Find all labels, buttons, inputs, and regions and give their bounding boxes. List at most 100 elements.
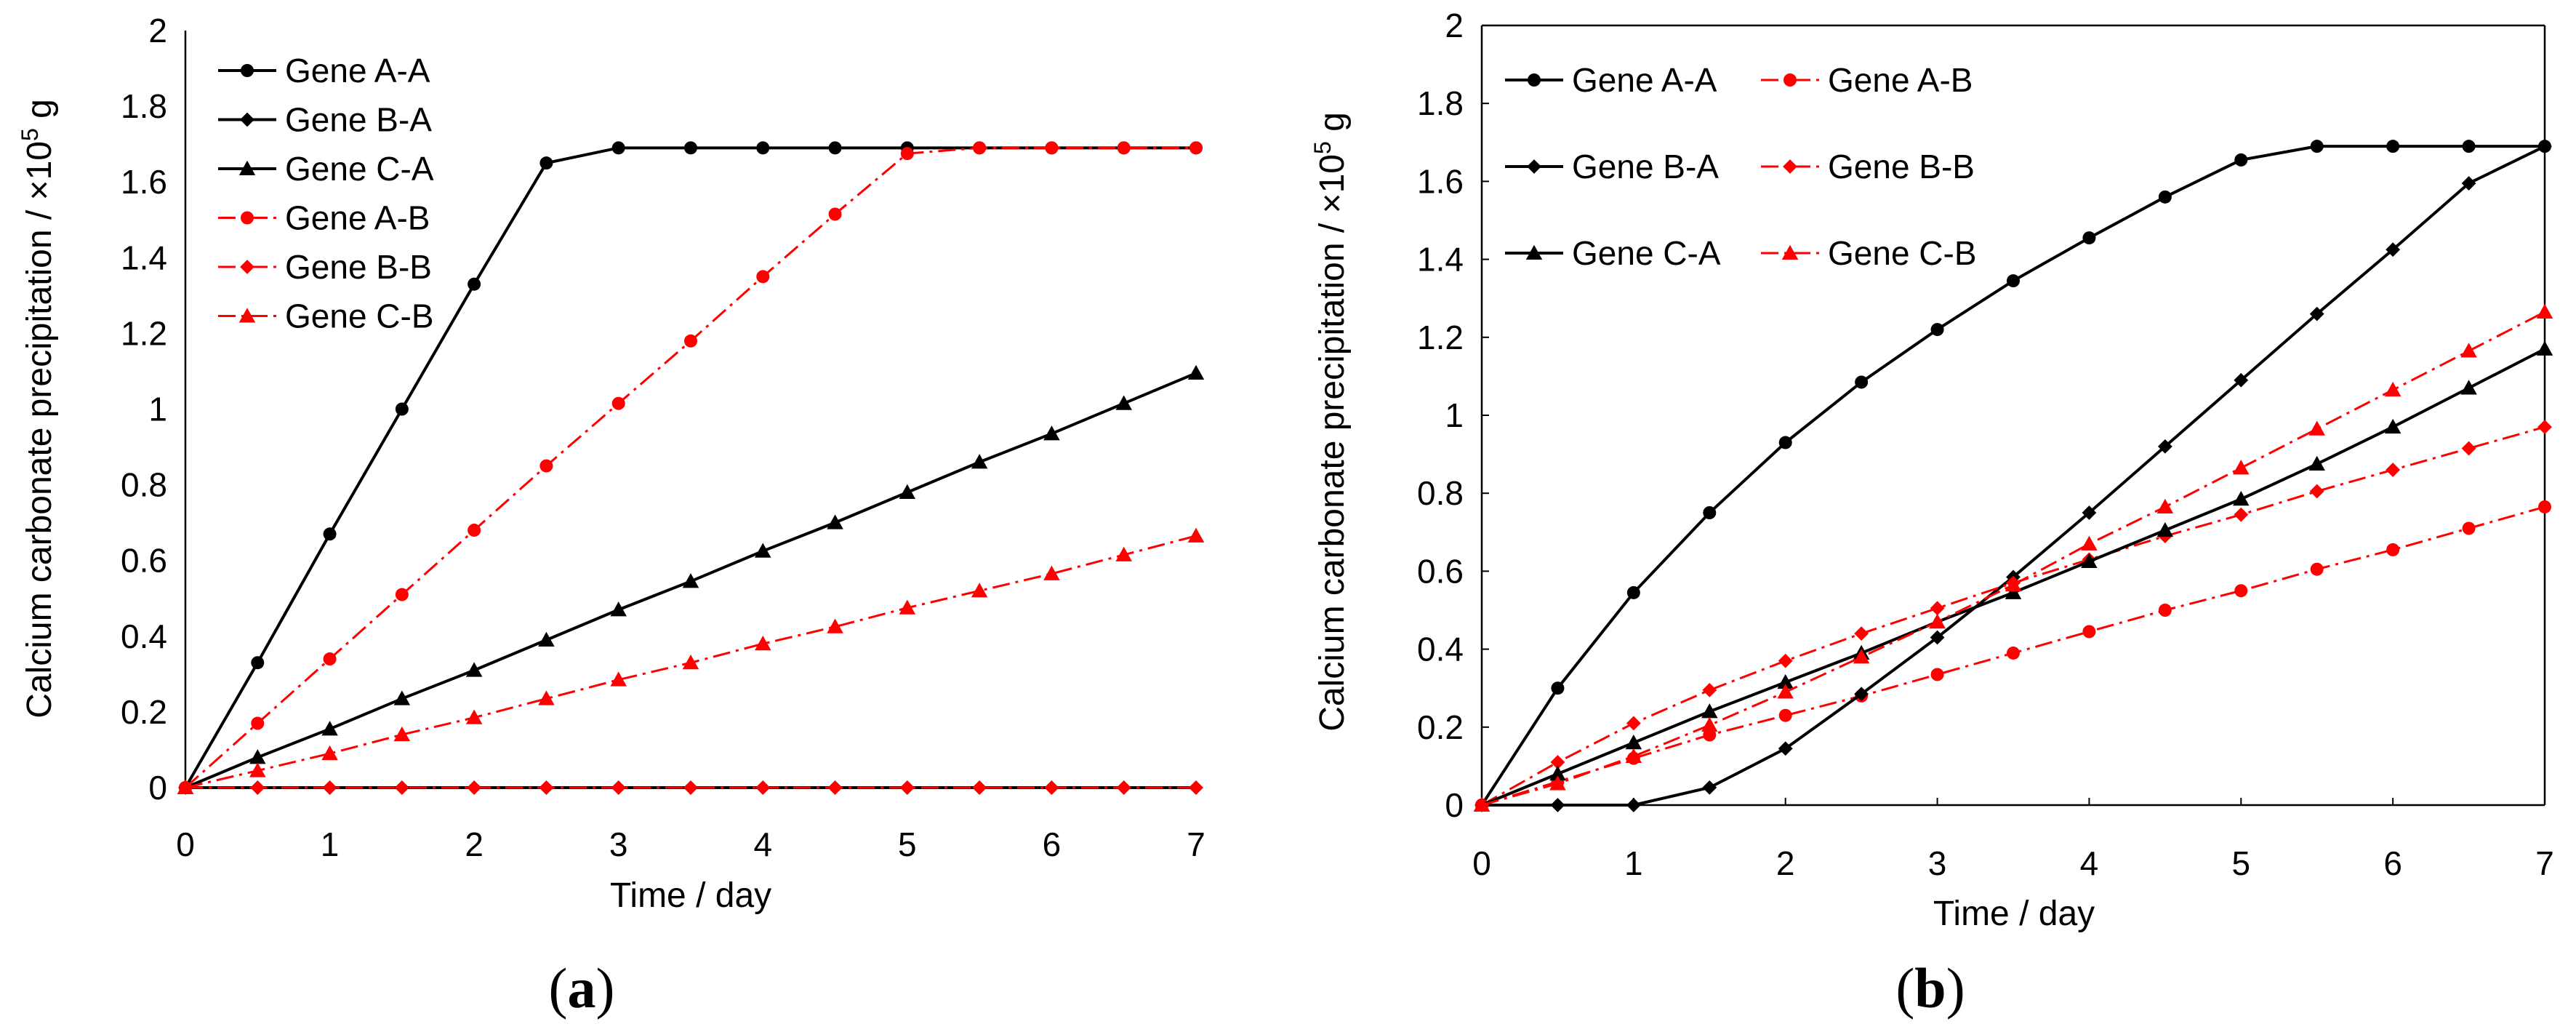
y-tick-label: 1.8 <box>1417 84 1464 122</box>
y-tick-label: 0.4 <box>1417 631 1464 668</box>
data-point <box>1930 601 1945 616</box>
data-point <box>1853 649 1870 664</box>
data-point <box>1854 687 1869 702</box>
y-tick-label: 0.8 <box>121 466 167 504</box>
data-point <box>755 543 771 558</box>
data-point <box>465 662 483 677</box>
data-point <box>393 690 411 705</box>
data-point <box>1930 630 1945 645</box>
legend-item: Gene B-B <box>218 248 432 286</box>
data-point <box>827 514 843 529</box>
data-point <box>2310 140 2324 153</box>
data-point <box>2460 343 2477 358</box>
data-point <box>1626 798 1641 812</box>
data-point <box>2007 646 2020 660</box>
data-point <box>2081 535 2098 551</box>
y-tick-label: 2 <box>148 12 167 49</box>
data-point <box>1189 141 1203 155</box>
data-point <box>611 396 625 410</box>
y-axis-title: Calcium carbonate precipitation / ×105 g <box>1309 112 1352 732</box>
x-ticks: 0 1 2 3 4 5 6 7 <box>176 825 1205 863</box>
data-point <box>2536 340 2553 356</box>
legend-label: Gene B-A <box>285 101 432 139</box>
data-point <box>1703 506 1717 519</box>
legend-label: Gene C-B <box>285 297 434 335</box>
data-point <box>323 652 337 666</box>
legend-item: Gene C-B <box>1761 234 1977 272</box>
data-point <box>538 631 555 647</box>
y-tick-label: 0.6 <box>1417 552 1464 590</box>
data-point <box>610 671 627 687</box>
legend-swatch-marker <box>241 64 254 77</box>
data-point <box>2234 507 2249 522</box>
y-axis-title-unit: g <box>20 99 59 128</box>
data-point <box>755 780 771 795</box>
data-point <box>2005 576 2022 592</box>
data-point <box>2462 521 2476 535</box>
panel-label-letter: a <box>568 956 596 1020</box>
data-point <box>2234 584 2248 598</box>
legend-swatch-marker <box>1527 159 1541 174</box>
data-point <box>251 716 265 730</box>
y-tick-label: 1.8 <box>121 87 167 125</box>
data-point <box>1116 780 1131 795</box>
legend-item: Gene A-B <box>218 199 430 237</box>
panel-label-b: (b) <box>1895 956 1965 1020</box>
data-point <box>2081 553 2098 568</box>
data-point <box>394 780 409 795</box>
data-point <box>1625 748 1642 763</box>
data-point <box>2309 306 2324 321</box>
data-point <box>249 762 266 777</box>
y-tick-label: 1.4 <box>1417 241 1464 279</box>
series-gene-c-a <box>177 364 1205 794</box>
legend-swatch-marker <box>1783 73 1797 87</box>
data-point <box>828 207 842 221</box>
data-point <box>684 141 697 155</box>
y-tick-label: 1.2 <box>121 314 167 352</box>
x-tick-label: 4 <box>2080 844 2099 882</box>
legend-item: Gene A-A <box>218 52 430 89</box>
legend-swatch-marker <box>1525 244 1543 260</box>
panel-label-a: (a) <box>549 956 615 1020</box>
series-layer <box>177 141 1205 795</box>
x-tick-label: 3 <box>1928 844 1947 882</box>
data-point <box>539 459 553 473</box>
legend-swatch-marker <box>240 260 254 274</box>
data-point <box>1551 681 1565 695</box>
x-tick-label: 7 <box>1187 825 1205 863</box>
data-point <box>610 601 627 617</box>
data-point <box>1778 436 1792 449</box>
y-tick-label: 1.4 <box>121 239 167 276</box>
data-point <box>971 583 988 598</box>
panel-label-open: ( <box>1895 956 1914 1020</box>
data-point <box>1702 780 1717 795</box>
data-point <box>321 721 338 736</box>
legend-label: Gene B-B <box>285 248 432 286</box>
data-point <box>539 156 553 170</box>
data-point <box>321 745 338 761</box>
y-tick-label: 1 <box>1445 396 1464 434</box>
y-ticks: 0 0.2 0.4 0.6 0.8 1 1.2 1.4 1.6 1.8 2 <box>1417 7 1489 824</box>
data-point <box>900 147 914 161</box>
legend-label: Gene A-B <box>1828 61 1973 99</box>
data-point <box>971 454 988 469</box>
data-point <box>2156 521 2174 537</box>
data-point <box>2384 418 2402 434</box>
data-point <box>755 635 771 651</box>
data-point <box>250 780 265 795</box>
legend-item: Gene C-A <box>218 150 434 188</box>
data-point <box>973 141 987 155</box>
data-point <box>2310 562 2324 576</box>
data-point <box>323 527 337 541</box>
legend-swatch-marker <box>238 308 256 323</box>
y-tick-label: 1 <box>148 391 167 428</box>
data-point <box>683 780 698 795</box>
data-point <box>1777 684 1794 699</box>
data-point <box>2462 140 2476 153</box>
data-point <box>251 656 265 670</box>
y-axis-title: Calcium carbonate precipitation / ×105 g <box>17 99 59 719</box>
data-point <box>395 402 409 416</box>
data-point <box>1625 734 1642 750</box>
data-point <box>395 588 409 601</box>
data-point <box>2005 584 2022 599</box>
